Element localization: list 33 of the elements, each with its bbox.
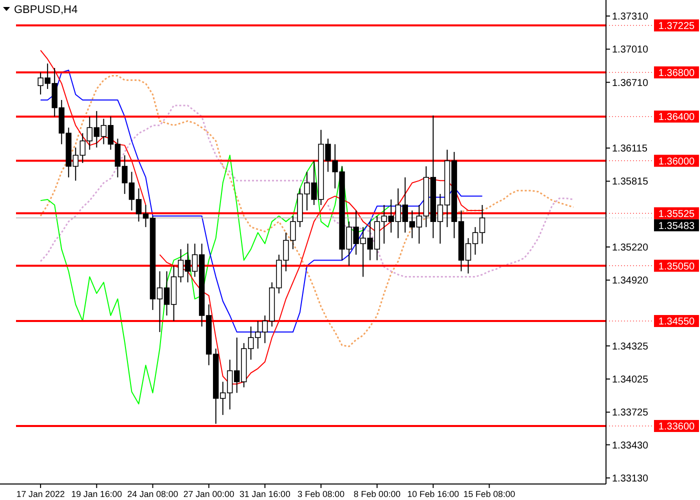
y-tick-label: 1.36115 [612,144,648,155]
x-tick-label: 15 Feb 08:00 [463,489,516,499]
y-tick-label: 1.34025 [612,374,649,386]
line-series [40,154,392,404]
ref-line-label: 1.36000 [658,156,696,168]
x-tick-label: 19 Jan 16:00 [71,489,122,499]
x-tick-label: 31 Jan 16:00 [239,489,290,499]
ref-line-label: 1.35483 [658,220,696,232]
ref-line-label: 1.35050 [658,261,696,272]
ref-line-label: 1.34550 [658,316,696,328]
x-tick-label: 8 Feb 00:00 [354,489,401,499]
y-tick-label: 1.34920 [612,276,649,287]
ref-line-label: 1.36800 [658,68,696,79]
y-tick-label: 1.35220 [612,242,649,254]
chart-title: GBPUSD,H4 [14,4,78,16]
ref-line-label: 1.37225 [658,20,696,32]
y-tick-label: 1.33725 [612,408,649,419]
y-tick-label: 1.37010 [612,44,649,56]
line-series [40,74,574,348]
x-tick-label: 24 Jan 08:00 [127,489,178,499]
x-tick-label: 27 Jan 00:00 [183,489,234,499]
ref-line-label: 1.33600 [658,421,696,432]
y-tick-label: 1.33430 [612,440,649,452]
x-tick-label: 10 Feb 16:00 [407,489,460,499]
y-tick-label: 1.34325 [612,341,649,352]
ref-line-label: 1.35525 [658,208,696,220]
ref-line-label: 1.36400 [658,112,696,124]
y-tick-label: 1.35815 [612,176,649,188]
x-tick-label: 3 Feb 08:00 [298,489,345,499]
y-tick-label: 1.37310 [612,12,649,23]
y-tick-label: 1.36710 [612,78,649,89]
y-tick-label: 1.33130 [612,473,649,484]
x-tick-label: 17 Jan 2022 [16,489,65,499]
